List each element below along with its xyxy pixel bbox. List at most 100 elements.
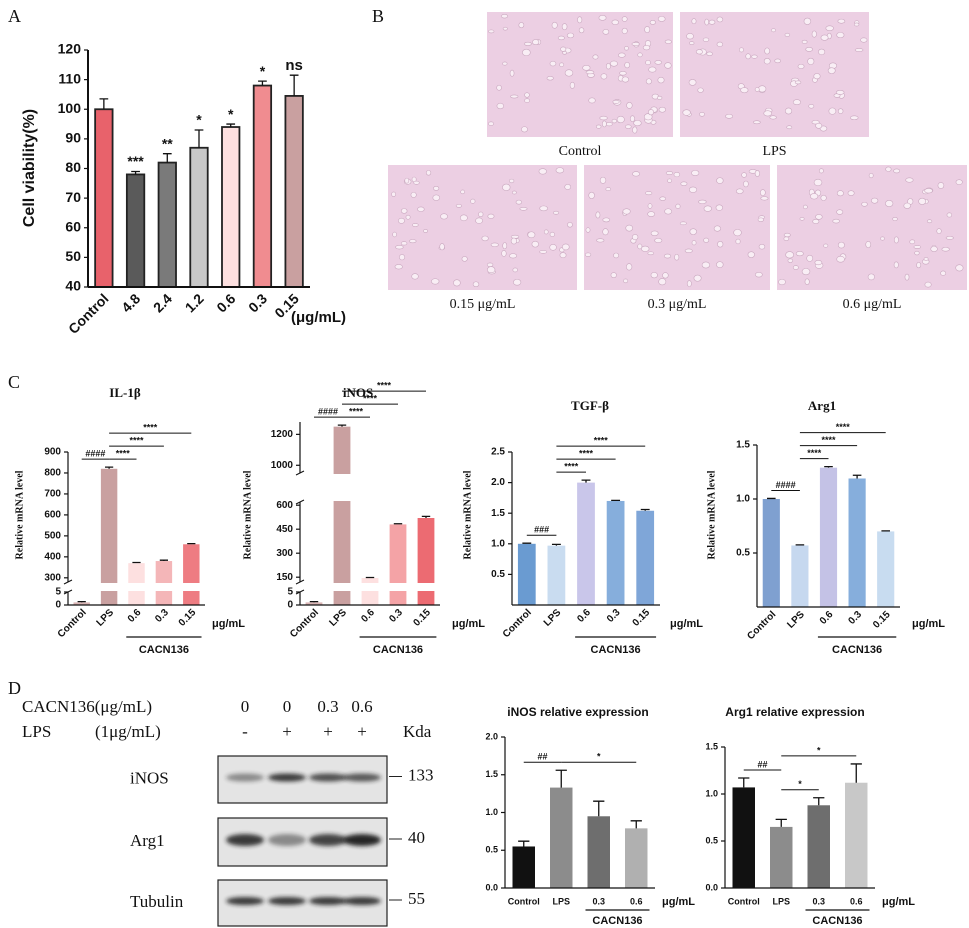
cell [784,107,793,115]
y-tick-label: 0.5 [705,835,718,845]
cell [783,236,790,242]
kda-value: 133 [408,765,434,784]
cell [686,33,694,40]
bar [807,805,830,888]
cell [786,125,793,130]
cell [811,30,817,38]
band [309,834,347,846]
cell [509,253,518,259]
cell [531,240,539,248]
cell [703,237,710,243]
y-tick-label: 1.5 [485,769,498,779]
kda-value: 55 [408,889,425,908]
cell [564,184,572,190]
cell [787,258,793,263]
cell [658,278,667,286]
y-tick-label: 0.0 [705,882,718,892]
cell [398,217,405,224]
cell [400,208,408,214]
blot-header-label: CACN136(μg/mL) [22,697,152,716]
error-bar [289,74,299,96]
cell [512,190,517,195]
bar [284,95,304,288]
unit-label: μg/mL [452,618,485,630]
cell [673,171,681,178]
cell [461,256,468,262]
y-tick-label: 1.0 [705,788,718,798]
bar [848,478,866,607]
x-tick-label: 0.15 [871,609,893,631]
error-bar [421,515,431,518]
cell [405,214,411,220]
cell [553,210,560,215]
cell [757,217,764,222]
error-bar [226,123,236,128]
cell [716,16,724,23]
cell [624,61,630,69]
band [343,834,381,846]
y-tick-label: 0.0 [485,882,498,892]
significance-label: #### [85,448,105,458]
cell [567,222,573,228]
cell [741,172,747,178]
cell [486,262,494,267]
error-bar [337,424,347,427]
cell [794,80,802,85]
x-tick-label: 0.6 [126,607,144,625]
significance-label: #### [318,406,338,416]
error-bar [104,466,114,469]
cell [585,227,591,233]
y-tick-label: 5 [287,587,293,598]
cell [598,14,607,21]
y-tick-label: 1.5 [736,440,750,451]
chart-title: TGF-β [571,398,609,413]
cell [599,115,608,121]
x-tick-label: LPS [327,607,349,629]
cell [702,37,710,42]
cell [631,42,640,46]
cell [629,115,635,122]
error-bar [881,530,890,532]
cell [625,224,633,232]
error-bar [162,153,172,163]
cell [853,22,860,27]
cell [658,106,666,113]
blot-header-unit: (1μg/mL) [95,722,161,741]
x-tick-label: Control [56,607,89,640]
cell [625,124,632,129]
cell [769,115,777,120]
cell [413,180,420,185]
cell [716,41,724,47]
band [226,834,264,846]
y-tick-label: 800 [44,468,61,479]
bar [845,782,868,888]
cell [654,238,663,243]
cell [758,244,766,250]
x-tick-label: 0.6 [630,896,643,906]
cell [433,185,440,191]
cell [600,73,608,80]
cell [892,217,898,222]
cell [440,213,448,220]
cell [909,239,916,245]
cell [551,21,558,29]
significance-label: **** [116,448,131,458]
cell [584,252,592,257]
cell [605,63,611,70]
bar [770,826,793,888]
cell [546,75,554,81]
band [309,773,347,782]
cell [860,37,868,43]
cell [836,32,845,39]
significance-label: * [817,745,821,755]
cell [871,197,879,204]
cell [559,62,565,67]
cell [585,70,595,75]
y-tick-label: 450 [276,524,293,535]
cell [645,78,652,85]
cell [836,190,844,197]
x-tick-label: 0.3 [153,607,171,625]
cell [664,39,672,44]
bar [389,524,407,605]
